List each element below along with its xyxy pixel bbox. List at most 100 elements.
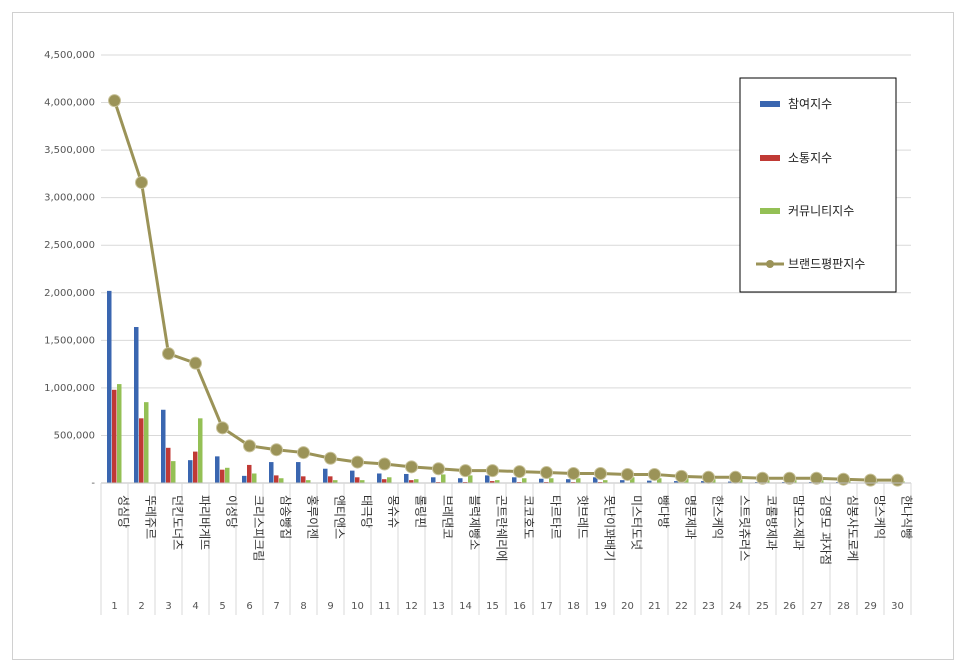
y-tick-label: 4,500,000 bbox=[44, 50, 95, 61]
chart-frame: - 500,000 1,000,000 1,500,000 2,000,000 2,500… bbox=[12, 12, 954, 660]
line-point bbox=[189, 356, 202, 370]
category-label: 핫브레드 bbox=[576, 495, 590, 539]
category-label: 이성당 bbox=[225, 495, 239, 528]
bar bbox=[522, 478, 527, 483]
rank-label: 27 bbox=[810, 601, 823, 612]
bar bbox=[490, 481, 495, 483]
category-label: 던킨도너츠 bbox=[171, 495, 185, 550]
category-label: 앤티앤스 bbox=[333, 495, 347, 539]
rank-label: 5 bbox=[219, 601, 225, 612]
bar bbox=[274, 475, 279, 483]
legend-label: 소통지수 bbox=[788, 151, 832, 165]
rank-label: 29 bbox=[864, 601, 877, 612]
bar bbox=[409, 480, 414, 483]
line-point bbox=[405, 460, 418, 474]
bar bbox=[603, 480, 608, 483]
bar bbox=[549, 478, 554, 483]
bar bbox=[161, 409, 166, 483]
bar bbox=[701, 481, 706, 483]
category-label: 블럭제빵소 bbox=[468, 495, 482, 550]
category-label: 몽슈슈 bbox=[387, 495, 401, 528]
category-label: 망스케익 bbox=[873, 495, 887, 539]
line-point bbox=[567, 466, 580, 480]
category-label: 빵다방 bbox=[657, 495, 671, 528]
bar bbox=[404, 473, 409, 483]
bar bbox=[468, 475, 473, 483]
bar bbox=[328, 476, 333, 483]
rank-label: 8 bbox=[300, 601, 306, 612]
rank-label: 22 bbox=[675, 601, 688, 612]
rank-label: 26 bbox=[783, 601, 796, 612]
rank-label: 28 bbox=[837, 601, 850, 612]
bar bbox=[382, 479, 387, 483]
line-point bbox=[324, 451, 337, 465]
line-point bbox=[837, 472, 850, 486]
rank-label: 7 bbox=[273, 601, 279, 612]
rank-label: 10 bbox=[351, 601, 364, 612]
category-label: 한나식빵 bbox=[900, 495, 914, 539]
y-axis: - 500,000 1,000,000 1,500,000 2,000,000 2,500… bbox=[44, 50, 95, 489]
rank-label: 3 bbox=[165, 601, 171, 612]
rank-label: 25 bbox=[756, 601, 769, 612]
bar bbox=[566, 479, 571, 483]
line-point bbox=[270, 443, 283, 457]
bar bbox=[458, 478, 463, 483]
rank-label: 14 bbox=[459, 601, 472, 612]
bar bbox=[193, 451, 198, 483]
category-label: 파리바게뜨 bbox=[198, 495, 212, 550]
bar bbox=[593, 477, 598, 483]
y-tick-label: 1,500,000 bbox=[44, 335, 95, 346]
bar bbox=[247, 464, 252, 483]
line-point bbox=[162, 347, 175, 361]
rank-label: 1 bbox=[111, 601, 117, 612]
line-point bbox=[810, 471, 823, 485]
legend-label: 커뮤니티지수 bbox=[788, 204, 854, 218]
bar bbox=[323, 468, 328, 483]
bar bbox=[495, 480, 500, 483]
legend-swatch bbox=[760, 101, 780, 107]
bar bbox=[360, 480, 365, 483]
category-label: 김영모 과자점 bbox=[819, 495, 833, 565]
bar bbox=[144, 402, 149, 483]
reputation-line bbox=[108, 94, 904, 487]
y-tick-label: 3,000,000 bbox=[44, 193, 95, 204]
bar bbox=[215, 456, 220, 483]
bar bbox=[485, 475, 490, 483]
line-point bbox=[459, 464, 472, 478]
bar bbox=[306, 480, 311, 483]
bar bbox=[350, 470, 355, 483]
line-point bbox=[297, 446, 310, 460]
y-tick-label: 500,000 bbox=[54, 430, 95, 441]
rank-label: 6 bbox=[246, 601, 252, 612]
line-point bbox=[351, 455, 364, 469]
line-point bbox=[648, 467, 661, 481]
line-point bbox=[594, 466, 607, 480]
category-label: 스트릿츄러스 bbox=[738, 495, 752, 561]
brand-reputation-chart: - 500,000 1,000,000 1,500,000 2,000,000 2,500… bbox=[44, 50, 914, 615]
bar bbox=[171, 461, 176, 483]
bar bbox=[674, 481, 679, 483]
legend-box bbox=[739, 77, 897, 293]
rank-label: 9 bbox=[327, 601, 333, 612]
bar bbox=[728, 481, 733, 483]
bar bbox=[166, 447, 171, 483]
bar bbox=[630, 477, 635, 483]
category-label: 코롬방제과 bbox=[765, 495, 779, 550]
line-point bbox=[432, 462, 445, 476]
legend-swatch bbox=[760, 155, 780, 161]
bar bbox=[198, 418, 203, 483]
x-axis: 성심당 1 뚜레쥬르 2 던킨도너츠 3 파리바게뜨 4 이성당 5 크리스피크림 6 삼송빵집 7 홍루이… bbox=[100, 482, 914, 615]
bar bbox=[431, 477, 436, 483]
line-point bbox=[540, 466, 553, 480]
category-label: 미스터도넛 bbox=[630, 495, 644, 550]
bar bbox=[296, 462, 301, 483]
rank-label: 24 bbox=[729, 601, 742, 612]
rank-label: 15 bbox=[486, 601, 499, 612]
bar bbox=[657, 478, 662, 483]
bar bbox=[269, 462, 274, 483]
rank-label: 2 bbox=[138, 601, 144, 612]
bar bbox=[355, 477, 360, 483]
bar bbox=[220, 469, 225, 483]
y-tick-label: 1,000,000 bbox=[44, 383, 95, 394]
